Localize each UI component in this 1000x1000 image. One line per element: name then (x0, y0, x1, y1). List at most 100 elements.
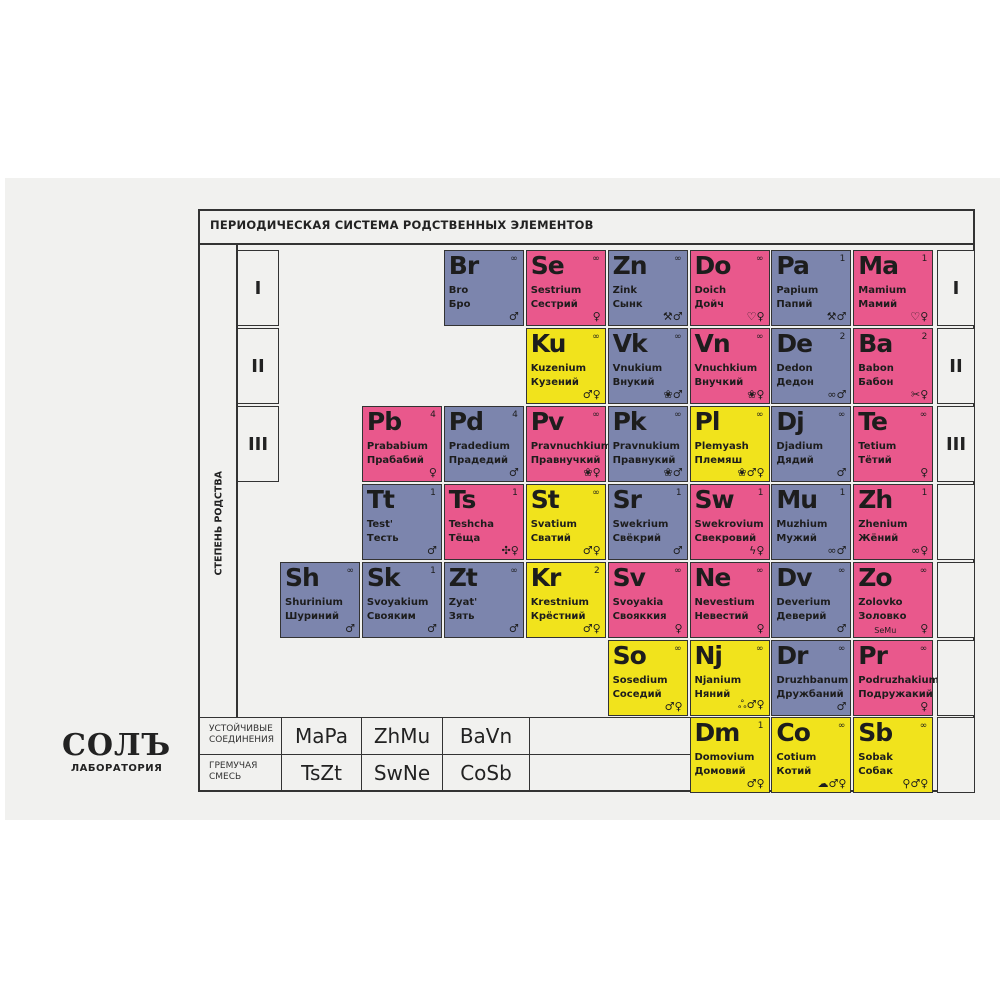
element-latin-name: Prababium (366, 441, 428, 452)
element-symbol: Ku (530, 329, 567, 358)
degree-numeral: III (237, 406, 279, 482)
element-latin-name: Dedon (776, 363, 813, 374)
degree-numeral: I (937, 250, 975, 326)
element-latin-name: Kuzenium (530, 363, 587, 374)
element-symbol: Vn (694, 329, 731, 358)
element-pr: Pr ∞ Podruzhakium Подружакий ♀ (853, 640, 939, 716)
gender-icon: ♂♀ (582, 544, 601, 557)
element-symbol: Pa (776, 251, 810, 280)
element-symbol: De (776, 329, 813, 358)
degree-numeral: II (937, 328, 975, 404)
gender-icon: ஃ♂♀ (737, 698, 765, 711)
element-count: 4 (430, 410, 436, 420)
gender-icon: ♂ (345, 622, 355, 635)
gender-icon: ⚒♂ (826, 310, 847, 323)
element-latin-name: Swekrium (612, 519, 669, 530)
element-count: ∞ (919, 566, 928, 576)
element-russian-name: Сынк (612, 299, 643, 310)
element-count: ∞ (756, 644, 764, 654)
element-ba: Ba 2 Babon Бабон ✂♀ (853, 328, 934, 404)
element-symbol: Zn (612, 251, 648, 280)
gender-icon: ∞♂ (827, 388, 847, 401)
element-latin-name: Krestnium (530, 597, 589, 608)
logo: СОЛЪ ЛАБОРАТОРИЯ (62, 728, 171, 774)
element-nj: Nj ∞ Njanium Няний ஃ♂♀ (689, 640, 770, 716)
element-latin-name: Papium (776, 285, 819, 296)
element-latin-name: Svoyakia (612, 597, 664, 608)
degree-numeral: II (237, 328, 279, 404)
element-zh: Zh 1 Zhenium Жёний ∞♀ (853, 484, 934, 560)
element-symbol: Ma (858, 251, 899, 280)
element-count: 1 (839, 488, 846, 498)
element-count: 1 (512, 488, 518, 498)
element-sh: Sh ∞ Shurinium Шуриний ♂ (280, 562, 360, 638)
empty-cell (937, 640, 975, 716)
element-russian-name: Крёстний (530, 611, 586, 622)
element-russian-name: Дойч (694, 299, 725, 310)
gender-icon: ❀♂ (663, 466, 683, 479)
element-russian-name: Невестий (694, 611, 749, 622)
element-kr: Kr 2 Krestnium Крёстний ♂♀ (525, 562, 606, 638)
element-mu: Mu 1 Muzhium Мужий ∞♂ (771, 484, 852, 560)
element-latin-name: Babon (858, 363, 894, 374)
element-count: 4 (512, 410, 518, 420)
element-st: St ∞ Svatium Сватий ♂♀ (525, 484, 606, 560)
element-latin-name: Tetium (858, 441, 897, 452)
element-symbol: Sv (612, 563, 646, 592)
element-count: ∞ (756, 332, 764, 342)
element-latin-name: Djadium (776, 441, 823, 452)
gender-icon: ⚒♂ (662, 310, 683, 323)
element-de: De 2 Dedon Дедон ∞♂ (771, 328, 852, 404)
element-count: ∞ (674, 254, 682, 264)
element-russian-name: Золовко (858, 611, 907, 622)
element-dv: Dv ∞ Deverium Деверий ♂ (771, 562, 852, 638)
element-latin-name: Nevestium (694, 597, 755, 608)
element-russian-name: Котий (776, 766, 812, 777)
degree-numeral: I (237, 250, 279, 326)
element-symbol: Sb (858, 718, 893, 747)
gender-icon: ϟ♀ (749, 544, 765, 557)
element-pa: Pa 1 Papium Папий ⚒♂ (771, 250, 852, 326)
gender-icon: ♀ (756, 622, 765, 635)
element-russian-name: Няний (694, 689, 731, 700)
stable-compound: MaPa (281, 717, 362, 755)
gender-icon: ♂ (836, 466, 847, 479)
element-latin-name: Svoyakium (366, 597, 429, 608)
gender-icon: ❀♂ (663, 388, 683, 401)
element-count: ∞ (837, 644, 846, 654)
element-latin-name: Zhenium (858, 519, 908, 530)
element-sv: Sv ∞ Svoyakia Свояккия ♀ (607, 562, 688, 638)
element-russian-name: Прабабий (366, 455, 424, 466)
element-latin-name: Sosedium (612, 675, 668, 686)
gender-icon: ∞♂ (827, 544, 847, 557)
gender-icon: ♂♀ (582, 388, 601, 401)
element-latin-name: Njanium (694, 675, 742, 686)
element-russian-name: Племяш (694, 455, 743, 466)
element-symbol: Do (694, 251, 732, 280)
empty-cell (937, 717, 975, 793)
element-latin-name: Bro (448, 285, 469, 296)
element-symbol: Te (858, 407, 888, 436)
element-vn: Vn ∞ Vnuchkium Внучкий ❀♀ (689, 328, 770, 404)
element-count: 1 (757, 488, 764, 498)
gender-icon: ⚲♂♀ (902, 777, 929, 790)
gender-icon: ✂♀ (911, 388, 929, 401)
logo-name: СОЛЪ (62, 728, 172, 763)
element-russian-name: Свёкрий (612, 533, 662, 544)
element-symbol: Nj (694, 641, 723, 670)
element-latin-name: Muzhium (776, 519, 828, 530)
element-symbol: Se (530, 251, 565, 280)
element-latin-name: Pravnukium (612, 441, 680, 452)
element-ma: Ma 1 Mamium Мамий ♡♀ (853, 250, 934, 326)
element-russian-name: Свекровий (694, 533, 757, 544)
element-latin-name: Mamium (858, 285, 907, 296)
element-zt: Zt ∞ Zyat' Зять ♂ (443, 562, 524, 638)
element-ku: Ku ∞ Kuzenium Кузений ♂♀ (525, 328, 606, 404)
element-dr: Dr ∞ Druzhbanum Дружбаний ♂ (771, 640, 852, 716)
element-latin-name: Zolovko (858, 597, 903, 608)
element-latin-name: Zink (612, 285, 638, 296)
gender-icon: ♂ (836, 622, 847, 635)
gender-icon: ♂♀ (664, 700, 683, 713)
element-latin-name: Swekrovium (694, 519, 764, 530)
element-russian-name: Внучкий (694, 377, 744, 388)
